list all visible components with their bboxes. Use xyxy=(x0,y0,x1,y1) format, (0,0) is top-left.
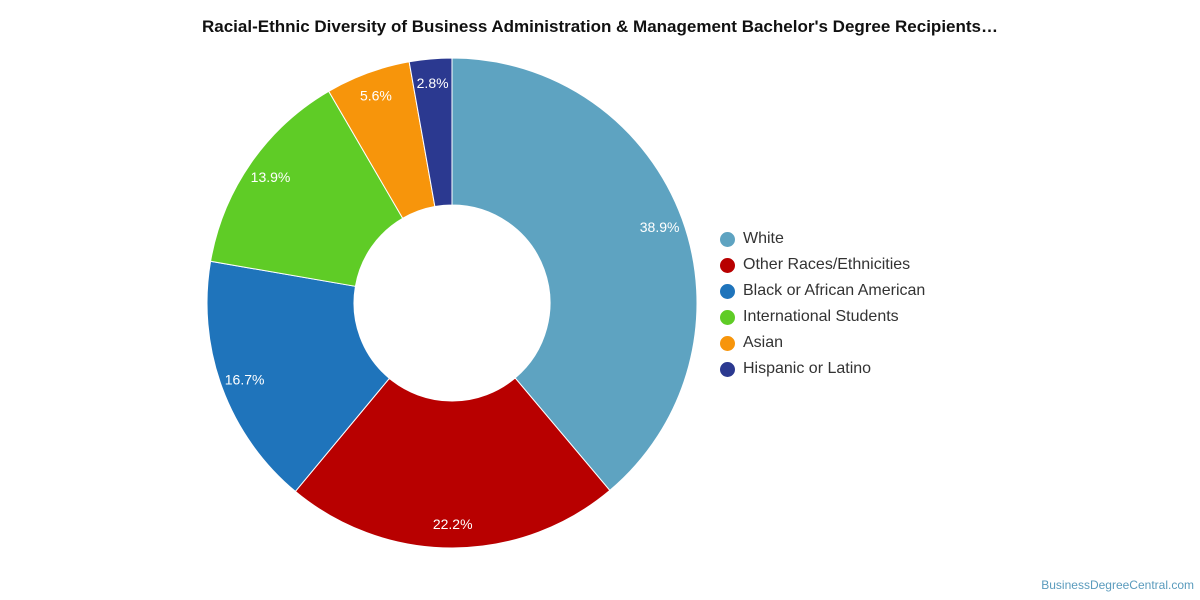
legend-item-asian[interactable]: Asian xyxy=(720,330,925,356)
slice-labels: 38.9% 22.2% 16.7% 13.9% 5.6% 2.8% xyxy=(225,75,680,532)
slice-hispanic-or-latino[interactable] xyxy=(408,57,453,208)
chart-legend: White Other Races/Ethnicities Black or Afr… xyxy=(720,226,925,382)
chart-title: Racial-Ethnic Diversity of Business Admi… xyxy=(201,17,998,36)
legend-swatch xyxy=(720,361,735,377)
legend-item-black-or-african-american[interactable]: Black or African American xyxy=(720,278,925,304)
slice-white[interactable] xyxy=(451,57,698,492)
legend-item-other-races-ethnicities[interactable]: Other Races/Ethnicities xyxy=(720,252,925,278)
legend-swatch xyxy=(720,283,735,299)
legend-item-international-students[interactable]: International Students xyxy=(720,304,925,330)
slice-international-students[interactable] xyxy=(209,90,404,287)
legend-item-hispanic-or-latino[interactable]: Hispanic or Latino xyxy=(720,356,925,382)
slice-label-other-races-ethnicities: 22.2% xyxy=(433,516,473,532)
legend-label: White xyxy=(743,230,784,247)
slice-label-white: 38.9% xyxy=(640,219,680,235)
slice-label-hispanic-or-latino: 2.8% xyxy=(417,75,449,91)
slice-label-international-students: 13.9% xyxy=(251,169,291,185)
donut-slices xyxy=(206,57,698,549)
legend-swatch xyxy=(720,309,735,325)
legend-label: International Students xyxy=(743,308,899,325)
slice-label-black-or-african-american: 16.7% xyxy=(225,371,265,387)
legend-label: Hispanic or Latino xyxy=(743,360,872,377)
legend-swatch xyxy=(720,335,735,351)
legend-label: Other Races/Ethnicities xyxy=(743,256,911,273)
source-credit[interactable]: BusinessDegreeCentral.com xyxy=(1041,578,1194,592)
legend-swatch xyxy=(720,231,735,247)
legend-label: Asian xyxy=(743,334,784,351)
slice-black-or-african-american[interactable] xyxy=(206,260,391,493)
slice-label-asian: 5.6% xyxy=(360,88,392,104)
legend-swatch xyxy=(720,257,735,273)
slice-other-races-ethnicities[interactable] xyxy=(294,377,611,549)
legend-label: Black or African American xyxy=(743,282,926,299)
legend-item-white[interactable]: White xyxy=(720,226,925,252)
